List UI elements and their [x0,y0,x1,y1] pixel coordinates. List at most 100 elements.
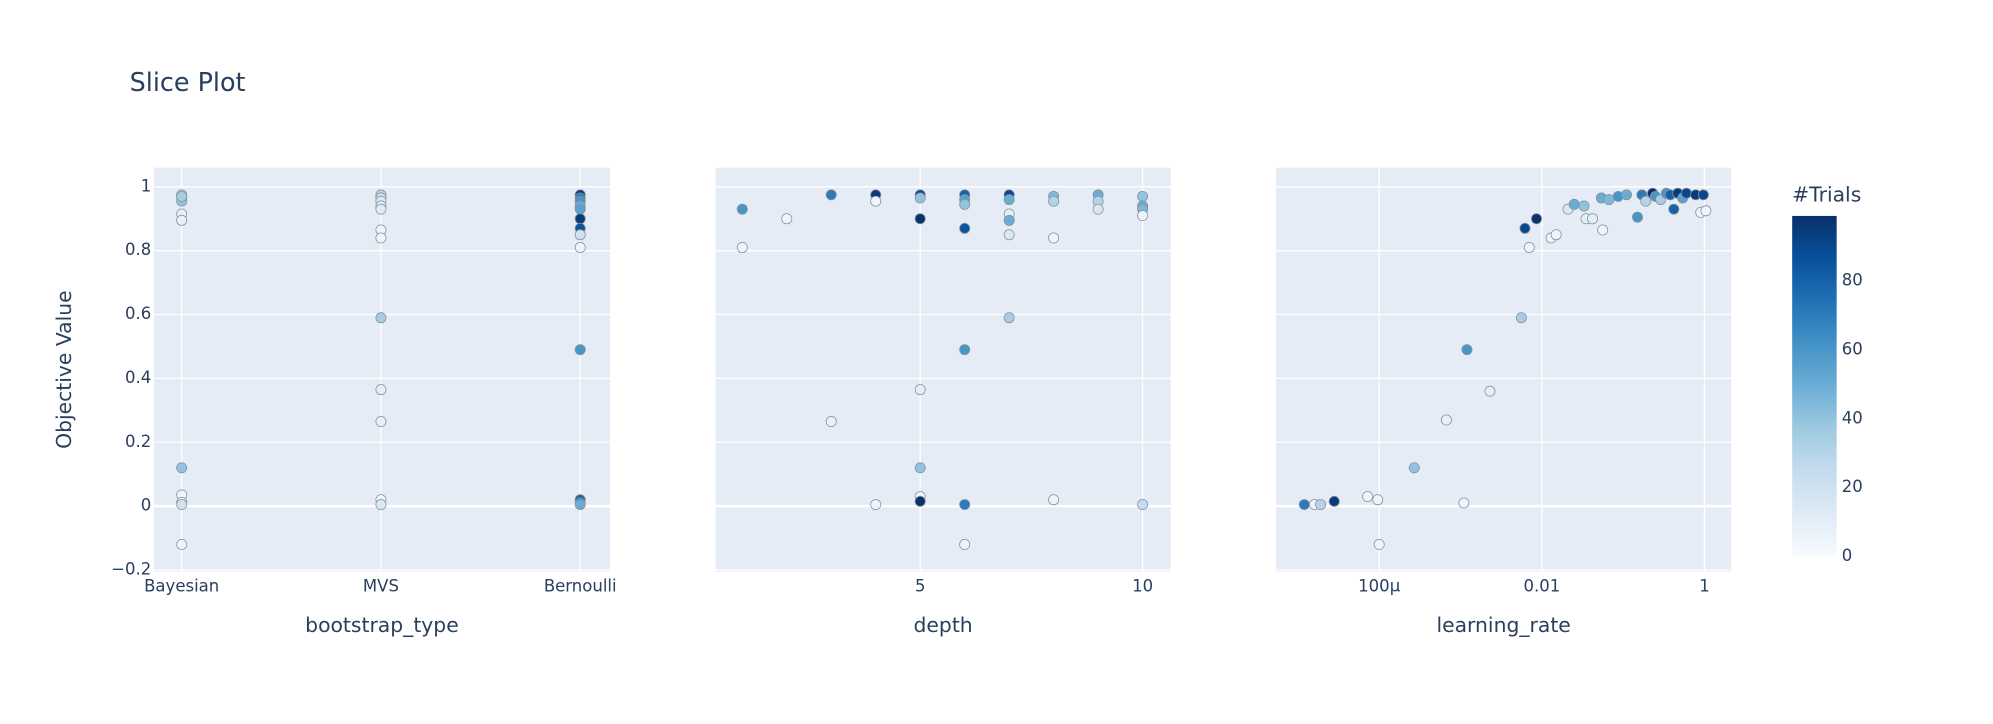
data-point [176,462,188,474]
colorbar-tick-label: 20 [1842,477,1863,496]
data-point [914,495,926,507]
data-point [1621,189,1632,201]
data-point [1048,195,1060,207]
data-point [1578,200,1590,212]
data-point [1697,189,1709,201]
colorbar-tick-label: 60 [1842,340,1863,359]
data-point [870,499,882,510]
data-point [1048,232,1060,244]
data-point [574,344,586,356]
data-point [914,213,926,225]
y-tick-label: 0.4 [125,368,151,387]
data-point [1003,214,1015,226]
data-point [825,416,837,427]
data-point [1362,491,1374,503]
data-point [375,384,387,396]
data-point [375,232,387,244]
data-point [1568,198,1580,210]
data-point [176,538,188,550]
x-tick-label: 5 [915,576,926,595]
x-axis-label: depth [914,613,973,637]
data-point [825,189,837,201]
plot-background [715,167,1171,572]
data-point [176,214,188,226]
y-tick-label: 0.8 [125,240,151,259]
data-point [1550,229,1562,241]
data-point [1003,194,1015,206]
data-point [959,344,971,356]
y-tick-label: −0.2 [111,559,151,578]
x-axis-label: bootstrap_type [305,613,459,638]
data-point [1680,187,1692,199]
data-point [1315,499,1327,510]
colorbar-tick-label: 40 [1842,408,1863,427]
data-point [375,312,387,324]
data-point [1531,213,1542,225]
x-tick-label: MVS [363,576,399,595]
data-point [959,198,971,210]
data-point [781,213,793,225]
data-point [1372,494,1384,506]
data-point [1003,229,1015,241]
data-point [959,222,971,234]
y-tick-label: 1 [141,176,152,195]
data-point [914,384,926,396]
data-point [870,195,882,207]
data-point [959,538,971,550]
data-point [914,192,926,204]
colorbar-tick-label: 0 [1842,546,1853,565]
data-point [1519,222,1531,234]
colorbar-tick-label: 80 [1842,271,1863,290]
data-point [1700,205,1712,217]
x-tick-label: 100μ [1358,576,1401,595]
data-point [1668,203,1680,215]
data-point [1328,495,1340,507]
data-point [1092,203,1104,215]
x-axis-label: learning_rate [1436,613,1570,638]
data-point [914,462,926,474]
data-point [1137,210,1149,222]
x-tick-label: Bayesian [144,576,219,595]
data-point [1048,494,1060,506]
y-tick-label: 0.2 [125,432,151,451]
data-point [1632,211,1643,223]
data-point [1137,190,1149,202]
data-point [959,499,971,510]
data-point [176,499,188,510]
y-tick-label: 0.6 [125,304,151,323]
chart-title: Slice Plot [130,67,246,97]
data-point [1298,499,1310,510]
data-point [1461,344,1473,356]
data-point [574,229,586,241]
data-point [375,416,387,427]
data-point [1515,312,1527,324]
data-point [176,190,188,202]
y-tick-label: 0 [141,496,152,515]
x-tick-label: 1 [1699,576,1710,595]
data-point [1597,224,1609,236]
data-point [736,242,748,253]
data-point [1484,385,1496,397]
data-point [574,203,586,215]
data-point [574,213,586,225]
data-point [1408,462,1420,474]
data-point [736,203,748,215]
x-tick-label: Bernoulli [544,576,617,595]
data-point [1640,195,1652,207]
data-point [1440,414,1452,426]
data-point [1373,538,1385,550]
x-tick-label: 0.01 [1523,576,1560,595]
plot-background [1276,167,1732,572]
data-point [375,499,387,510]
data-point [1458,497,1470,509]
data-point [574,242,586,253]
data-point [375,203,387,215]
data-point [1003,312,1015,324]
data-point [1587,213,1598,225]
data-point [1523,242,1535,253]
data-point [1137,499,1149,510]
data-point [574,499,586,510]
colorbar [1792,215,1837,557]
x-tick-label: 10 [1132,576,1153,595]
